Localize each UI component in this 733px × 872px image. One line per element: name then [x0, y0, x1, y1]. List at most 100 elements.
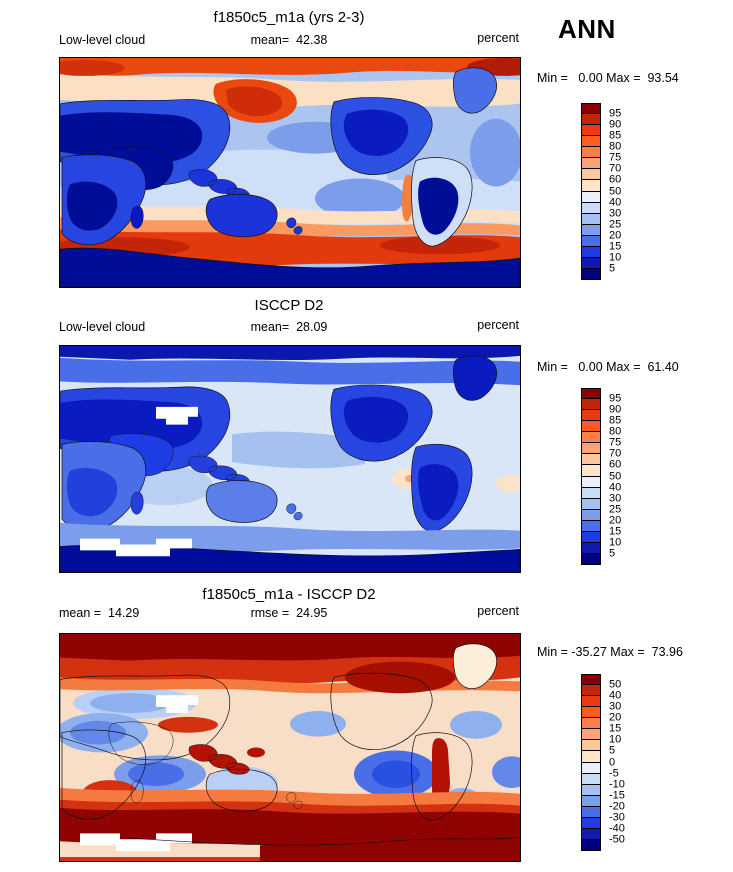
colorbar-tick-label: 30 [609, 207, 622, 220]
colorbar-tick-label: 40 [609, 689, 622, 702]
colorbar-cell [581, 257, 601, 269]
colorbar-tick-label: -40 [609, 822, 625, 835]
colorbar-tick-label: 30 [609, 700, 622, 713]
colorbar-cell [581, 806, 601, 818]
colorbar-tick-label: 75 [609, 436, 622, 449]
colorbar-cell [581, 399, 601, 411]
colorbar-cell [581, 421, 601, 433]
panel3-units-label: percent [477, 604, 519, 618]
colorbar-tick-label: 30 [609, 492, 622, 505]
map-difference-art [60, 634, 520, 861]
colorbar-tick-label: 10 [609, 733, 622, 746]
colorbar-cell [581, 685, 601, 697]
colorbar-cell [581, 696, 601, 708]
colorbar-cell [581, 751, 601, 763]
colorbar-cell [581, 487, 601, 499]
colorbar-tick-label: -30 [609, 811, 625, 824]
colorbar-cell [581, 103, 601, 115]
colorbar-tick-label: 70 [609, 447, 622, 460]
colorbar-tick-label: -15 [609, 789, 625, 802]
colorbar-tick-label: 95 [609, 392, 622, 405]
colorbar-cell [581, 158, 601, 170]
colorbar-cell [581, 246, 601, 258]
colorbar-cell [581, 410, 601, 422]
colorbar-tick-label: 10 [609, 536, 622, 549]
colorbar-tick-label: 50 [609, 185, 622, 197]
colorbar-tick-label: 80 [609, 425, 622, 438]
colorbar-tick-label: 40 [609, 481, 622, 494]
panel1-minmax: Min = 0.00 Max = 93.54 [537, 71, 679, 85]
colorbar-tick-label: 60 [609, 458, 622, 471]
colorbar-tick-label: 10 [609, 251, 622, 264]
colorbar-cell [581, 817, 601, 829]
colorbar-tick-label: 20 [609, 711, 622, 724]
colorbar-cell [581, 509, 601, 521]
colorbar-tick-label: 25 [609, 218, 622, 231]
colorbar-cell [581, 432, 601, 444]
panel3-rmse-label: rmse = 24.95 [250, 606, 328, 620]
map-observations-panel [59, 345, 521, 573]
antarctica-coastline [119, 836, 520, 846]
colorbar-tick-label: 90 [609, 118, 622, 131]
panel2-colorbar: 95 90 85 80 75 70 60 50 40 30 25 20 15 10 5 [581, 388, 621, 565]
colorbar-cell [581, 147, 601, 159]
colorbar-tick-label: 50 [609, 678, 622, 691]
colorbar-cell [581, 498, 601, 510]
colorbar-cell [581, 191, 601, 203]
colorbar-tick-label: -20 [609, 800, 625, 813]
colorbar-cell [581, 213, 601, 225]
colorbar-tick-label: 15 [609, 240, 622, 253]
panel1-stats-row: Low-level cloud mean= 42.38 percent [59, 31, 519, 48]
colorbar-tick-label: 0 [609, 756, 616, 768]
colorbar-tick-label: 5 [609, 262, 616, 275]
colorbar-tick-label: 15 [609, 525, 622, 538]
panel1-title: f1850c5_m1a (yrs 2-3) [213, 9, 365, 26]
colorbar-cell [581, 114, 601, 126]
panel3-title: f1850c5_m1a - ISCCP D2 [202, 586, 376, 603]
colorbar-tick-label: -10 [609, 778, 625, 791]
panel3-mean-label: mean = 14.29 [59, 606, 140, 620]
colorbar-cell [581, 268, 601, 280]
panel3-stats-row: mean = 14.29 rmse = 24.95 percent [59, 604, 519, 621]
colorbar-cell [581, 224, 601, 236]
colorbar-cell [581, 762, 601, 774]
colorbar-cell [581, 740, 601, 752]
season-label: ANN [558, 14, 616, 44]
colorbar-cell [581, 443, 601, 455]
continents-layer [60, 67, 498, 247]
colorbar-tick-label: -5 [609, 767, 619, 780]
colorbar-cell [581, 235, 601, 247]
panel1-mean-label: mean= 42.38 [250, 33, 328, 47]
colorbar-cell [581, 388, 601, 400]
colorbar-tick-label: 5 [609, 744, 616, 757]
colorbar-tick-label: 50 [609, 470, 622, 482]
colorbar-cell [581, 553, 601, 565]
colorbar-cell [581, 180, 601, 192]
colorbar-tick-label: 85 [609, 129, 622, 142]
panel2-variable-label: Low-level cloud [59, 320, 146, 334]
colorbar-cell [581, 718, 601, 730]
map-model-art [60, 58, 520, 287]
map-observations-art [60, 346, 520, 572]
colorbar-tick-label: -50 [609, 833, 625, 846]
colorbar-tick-label: 20 [609, 514, 622, 527]
panel3-minmax: Min = -35.27 Max = 73.96 [537, 645, 683, 659]
positive-bias-layer [60, 634, 520, 847]
colorbar-cell [581, 542, 601, 554]
colorbar-cell [581, 136, 601, 148]
colorbar-cell [581, 465, 601, 477]
colorbar-tick-label: 20 [609, 229, 622, 242]
colorbar-cell [581, 520, 601, 532]
colorbar-cell [581, 169, 601, 181]
colorbar-cell [581, 729, 601, 741]
colorbar-cell [581, 454, 601, 466]
panel2-minmax: Min = 0.00 Max = 61.40 [537, 360, 679, 374]
panel1-colorbar: 95 90 85 80 75 70 60 50 40 30 25 20 15 10 5 [581, 103, 621, 280]
colorbar-cell [581, 202, 601, 214]
colorbar-cell [581, 476, 601, 488]
colorbar-tick-label: 95 [609, 107, 622, 120]
colorbar-tick-label: 60 [609, 173, 622, 186]
panel2-title: ISCCP D2 [254, 297, 324, 314]
colorbar-cell [581, 707, 601, 719]
